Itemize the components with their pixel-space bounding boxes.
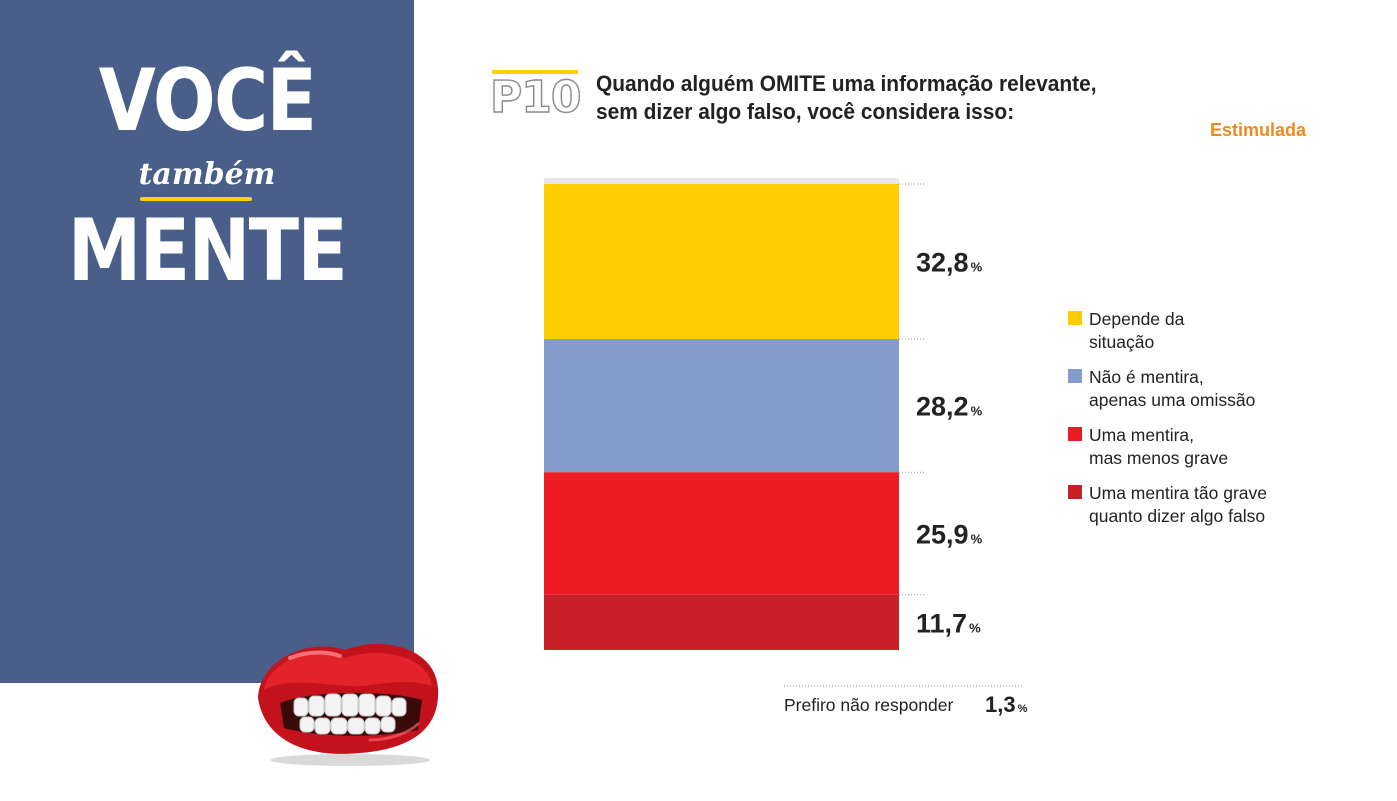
legend-label-4: Uma mentira tão grave quanto dizer algo …	[1089, 483, 1267, 526]
legend-item-3: Uma mentira, mas menos grave	[1068, 424, 1328, 470]
question-line2: sem dizer algo falso, você considera iss…	[596, 99, 1015, 124]
bar-top-cap	[544, 178, 899, 184]
legend-swatch-3	[1068, 427, 1082, 441]
value-label-3: 25,9%	[916, 520, 983, 550]
bar-segment-1	[544, 184, 899, 340]
bar-segment-2	[544, 339, 899, 473]
legend-item-4: Uma mentira tão grave quanto dizer algo …	[1068, 482, 1328, 528]
brand-title-small: também	[138, 157, 276, 192]
legend-label-3: Uma mentira, mas menos grave	[1089, 425, 1229, 468]
bar-segment-4	[544, 594, 899, 650]
value-label-4: 11,7%	[916, 608, 981, 638]
legend: Depende da situação Não é mentira, apenas…	[1068, 308, 1328, 540]
brand-title-line1: VOCÊ	[98, 51, 317, 151]
question-type-tag: Estimulada	[1209, 120, 1306, 140]
bar-segment-3	[544, 472, 899, 595]
legend-item-1: Depende da situação	[1068, 308, 1328, 354]
question-text: Quando alguém OMITE uma informação relev…	[596, 70, 1097, 126]
no-answer-label: Prefiro não responder	[784, 695, 954, 715]
legend-swatch-4	[1068, 485, 1082, 499]
legend-label-1: Depende da situação	[1089, 309, 1185, 352]
value-label-2: 28,2%	[916, 392, 983, 422]
no-answer-value: 1,3%	[985, 692, 1028, 717]
value-label-1: 32,8%	[916, 248, 983, 278]
question-accent-bar	[492, 70, 578, 74]
brand-underline	[140, 197, 252, 201]
legend-item-2: Não é mentira, apenas uma omissão	[1068, 366, 1328, 412]
lips-teeth-icon	[258, 644, 439, 766]
legend-swatch-1	[1068, 311, 1082, 325]
question-line1: Quando alguém OMITE uma informação relev…	[596, 71, 1097, 96]
side-panel	[0, 0, 414, 683]
question-number: P10	[489, 72, 582, 123]
legend-label-2: Não é mentira, apenas uma omissão	[1089, 367, 1256, 410]
brand-title-line2: MENTE	[67, 201, 348, 301]
legend-swatch-2	[1068, 369, 1082, 383]
